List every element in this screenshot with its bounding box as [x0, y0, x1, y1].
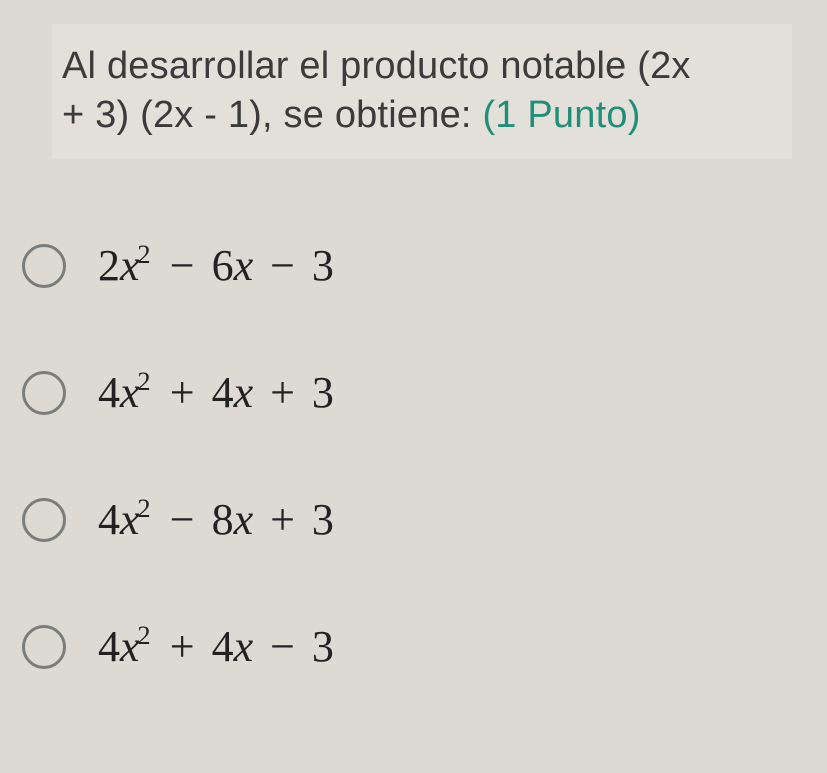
options-group: 2x2 − 6x − 3 4x2 + 4x + 3 4x2 − 8x + 3 4… [22, 240, 802, 672]
radio-icon[interactable] [22, 371, 66, 415]
radio-icon[interactable] [22, 625, 66, 669]
option-2-math: 4x2 + 4x + 3 [98, 367, 334, 418]
option-1[interactable]: 2x2 − 6x − 3 [22, 240, 802, 291]
option-2[interactable]: 4x2 + 4x + 3 [22, 367, 802, 418]
question-line-1: Al desarrollar el producto notable (2x [62, 45, 691, 87]
radio-icon[interactable] [22, 244, 66, 288]
question-points: (1 Punto) [482, 94, 640, 136]
radio-icon[interactable] [22, 498, 66, 542]
option-1-math: 2x2 − 6x − 3 [98, 240, 334, 291]
option-3-math: 4x2 − 8x + 3 [98, 494, 334, 545]
option-4[interactable]: 4x2 + 4x − 3 [22, 621, 802, 672]
question-line-2: + 3) (2x - 1), se obtiene: [62, 94, 482, 136]
option-4-math: 4x2 + 4x − 3 [98, 621, 334, 672]
question-card: Al desarrollar el producto notable (2x +… [52, 24, 792, 159]
option-3[interactable]: 4x2 − 8x + 3 [22, 494, 802, 545]
question-text: Al desarrollar el producto notable (2x +… [62, 42, 782, 141]
